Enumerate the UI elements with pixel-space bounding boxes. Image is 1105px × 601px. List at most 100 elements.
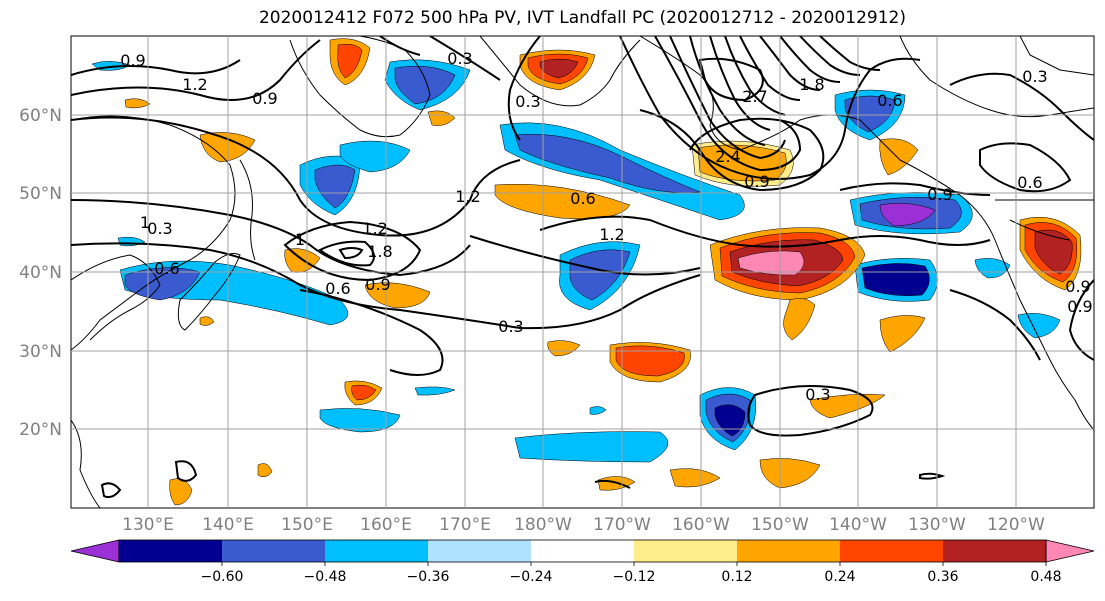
shade-positive [879,138,919,176]
contour-label: 0.6 [1017,173,1042,192]
colorbar-tick-label: 0.12 [721,569,752,585]
shade-positive [427,110,456,126]
map-title: 2020012412 F072 500 hPa PV, IVT Landfall… [258,8,906,28]
contour-label: 1.2 [362,219,387,238]
colorbar-tick-label: −0.60 [201,569,244,585]
contour-label: 0.9 [744,172,769,191]
contour-label: 1.2 [599,225,624,244]
latitude-labels: 60°N 50°N 40°N 30°N 20°N [19,106,62,440]
contour-label: 0.3 [515,92,540,111]
shade-negative [514,134,701,193]
lon-label: 140°E [202,515,254,535]
shade-negative [319,408,401,433]
contour-label: 0.3 [498,317,523,336]
shade-negative [394,65,456,105]
colorbar-swatch [325,540,428,562]
colorbar-tick-label: −0.12 [613,569,656,585]
contour-label: 0.6 [570,189,595,208]
colorbar-tick-label: 0.24 [824,569,855,585]
lon-label: 160°W [672,515,730,535]
shade-positive [879,315,926,353]
lon-label: 120°W [987,515,1045,535]
colorbar-extend-low [70,539,120,563]
shade-negative [124,267,201,301]
colorbar-tick-label: 0.36 [927,569,958,585]
lon-label: 170°E [439,515,491,535]
contour-label: 0.6 [154,259,179,278]
contour-labels: 0.91.20.90.30.312.71.80.60.32.40.90.60.6… [120,49,1092,404]
shade-positive [547,340,581,357]
colorbar-extend-high [1045,539,1095,563]
colorbar-swatch [634,540,737,562]
contour-label: 0.3 [147,219,172,238]
shade-negative [879,203,936,227]
shade-negative [339,140,411,173]
shade-negative [589,406,607,415]
pv-contours [71,36,1094,499]
shade-negative [514,431,669,463]
gridlines [71,36,1094,508]
lon-label: 150°W [751,515,809,535]
colorbar-tick-label: 0.48 [1030,569,1061,585]
contour-label: 0.9 [120,51,145,70]
colorbar-tick-label: −0.24 [510,569,553,585]
shade-positive [783,298,816,341]
lat-label: 40°N [19,263,62,283]
shade-negative [414,386,456,396]
colorbar-tick-labels: −0.60 −0.48 −0.36 −0.24 −0.12 0.12 0.24 0.36 0.4… [201,562,1062,585]
shade-positive [759,458,821,489]
contour-label: 2.4 [715,147,740,166]
lon-label: 180°W [514,515,572,535]
lat-label: 60°N [19,106,62,126]
coastlines [71,36,1094,508]
lon-label: 160°E [360,515,412,535]
colorbar-tick-label: −0.48 [304,569,347,585]
lat-label: 30°N [19,342,62,362]
shade-positive [615,345,685,377]
colorbar-outline [118,539,1047,563]
shade-negative [569,249,631,301]
shade-positive [364,282,431,309]
pv-anomaly-shading [91,38,1082,506]
shade-positive [809,393,886,419]
shade-negative [1017,313,1061,339]
contour-label: 1.2 [182,75,207,94]
contour-label: 2.7 [742,87,767,106]
colorbar-swatch [428,540,531,562]
contour-label: 0.9 [252,89,277,108]
lon-label: 130°W [908,515,966,535]
colorbar-swatch [943,540,1046,562]
shade-positive [351,384,377,401]
lon-label: 150°E [281,515,333,535]
contour-label: 0.6 [877,91,902,110]
lon-label: 140°W [829,515,887,535]
shade-positive [124,98,151,109]
shade-positive [257,463,273,478]
shade-positive [669,468,721,488]
colorbar-swatch [737,540,840,562]
colorbar-tick-label: −0.36 [407,569,450,585]
lat-label: 20°N [19,420,62,440]
contour-label: 0.3 [805,385,830,404]
colorbar-swatch [119,540,222,562]
shade-negative [714,404,746,437]
contour-label: 0.6 [325,279,350,298]
contour-label: 1 [140,213,150,232]
lat-label: 50°N [19,184,62,204]
colorbar-swatch [531,540,634,562]
contour-label: 0.9 [927,185,952,204]
shade-negative [861,263,930,296]
contour-label: 0.9 [1067,297,1092,316]
colorbar-swatch [840,540,943,562]
shade-positive [199,316,215,326]
colorbar-swatch [222,540,325,562]
shade-positive [539,58,579,79]
shade-positive [169,478,193,506]
shade-positive [494,183,631,219]
lon-label: 130°E [122,515,174,535]
contour-label: 1.8 [367,242,392,261]
shade-positive [737,250,805,276]
lon-label: 170°W [593,515,651,535]
contour-label: 0.9 [1065,277,1090,296]
